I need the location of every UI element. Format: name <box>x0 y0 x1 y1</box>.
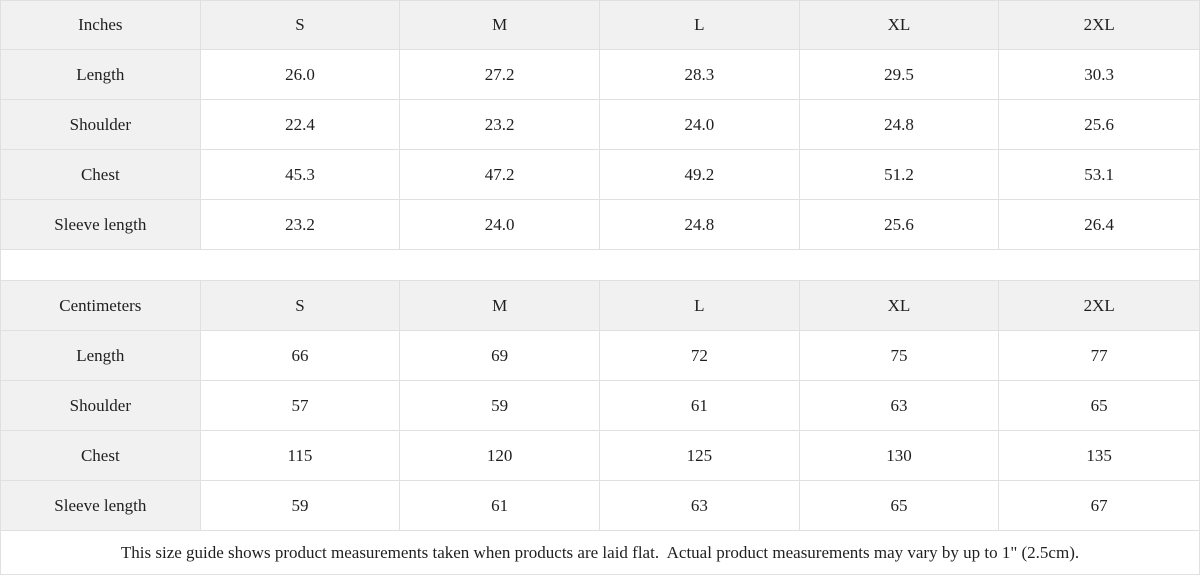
centimeters-unit-header: Centimeters <box>1 281 201 331</box>
inches-unit-header: Inches <box>1 1 201 50</box>
table-cell: 23.2 <box>400 100 600 150</box>
table-cell: 125 <box>600 431 800 481</box>
table-cell: 45.3 <box>200 150 401 200</box>
table-cell: 67 <box>999 481 1199 531</box>
table-cell: 29.5 <box>799 50 1000 100</box>
row-label-shoulder: Shoulder <box>1 381 201 431</box>
row-label-shoulder: Shoulder <box>1 100 201 150</box>
column-header-s: S <box>200 281 401 331</box>
row-label-chest: Chest <box>1 150 201 200</box>
row-label-length: Length <box>1 331 201 381</box>
table-cell: 24.0 <box>600 100 800 150</box>
column-header-m: M <box>400 1 600 50</box>
row-label-chest: Chest <box>1 431 201 481</box>
column-header-l: L <box>600 281 800 331</box>
table-cell: 49.2 <box>600 150 800 200</box>
table-cell: 120 <box>400 431 600 481</box>
size-guide-note: This size guide shows product measuremen… <box>1 531 1199 574</box>
column-header-s: S <box>200 1 401 50</box>
table-cell: 57 <box>200 381 401 431</box>
table-cell: 23.2 <box>200 200 401 250</box>
table-cell: 30.3 <box>999 50 1199 100</box>
table-cell: 53.1 <box>999 150 1199 200</box>
table-cell: 27.2 <box>400 50 600 100</box>
column-header-m: M <box>400 281 600 331</box>
table-cell: 135 <box>999 431 1199 481</box>
table-spacer <box>1 250 1199 281</box>
table-cell: 65 <box>799 481 1000 531</box>
column-header-2xl: 2XL <box>999 1 1199 50</box>
table-cell: 26.4 <box>999 200 1199 250</box>
table-cell: 61 <box>400 481 600 531</box>
row-label-sleeve-length: Sleeve length <box>1 200 201 250</box>
row-label-sleeve-length: Sleeve length <box>1 481 201 531</box>
table-cell: 66 <box>200 331 401 381</box>
table-cell: 115 <box>200 431 401 481</box>
table-cell: 26.0 <box>200 50 401 100</box>
column-header-xl: XL <box>799 1 1000 50</box>
column-header-2xl: 2XL <box>999 281 1199 331</box>
table-cell: 63 <box>799 381 1000 431</box>
table-cell: 130 <box>799 431 1000 481</box>
table-cell: 65 <box>999 381 1199 431</box>
table-cell: 24.0 <box>400 200 600 250</box>
table-cell: 24.8 <box>799 100 1000 150</box>
table-cell: 69 <box>400 331 600 381</box>
table-cell: 25.6 <box>999 100 1199 150</box>
table-cell: 75 <box>799 331 1000 381</box>
table-cell: 51.2 <box>799 150 1000 200</box>
table-cell: 77 <box>999 331 1199 381</box>
table-cell: 22.4 <box>200 100 401 150</box>
table-cell: 24.8 <box>600 200 800 250</box>
table-cell: 63 <box>600 481 800 531</box>
table-cell: 47.2 <box>400 150 600 200</box>
table-cell: 61 <box>600 381 800 431</box>
table-cell: 59 <box>200 481 401 531</box>
table-cell: 28.3 <box>600 50 800 100</box>
column-header-l: L <box>600 1 800 50</box>
table-cell: 72 <box>600 331 800 381</box>
row-label-length: Length <box>1 50 201 100</box>
column-header-xl: XL <box>799 281 1000 331</box>
table-cell: 25.6 <box>799 200 1000 250</box>
table-cell: 59 <box>400 381 600 431</box>
